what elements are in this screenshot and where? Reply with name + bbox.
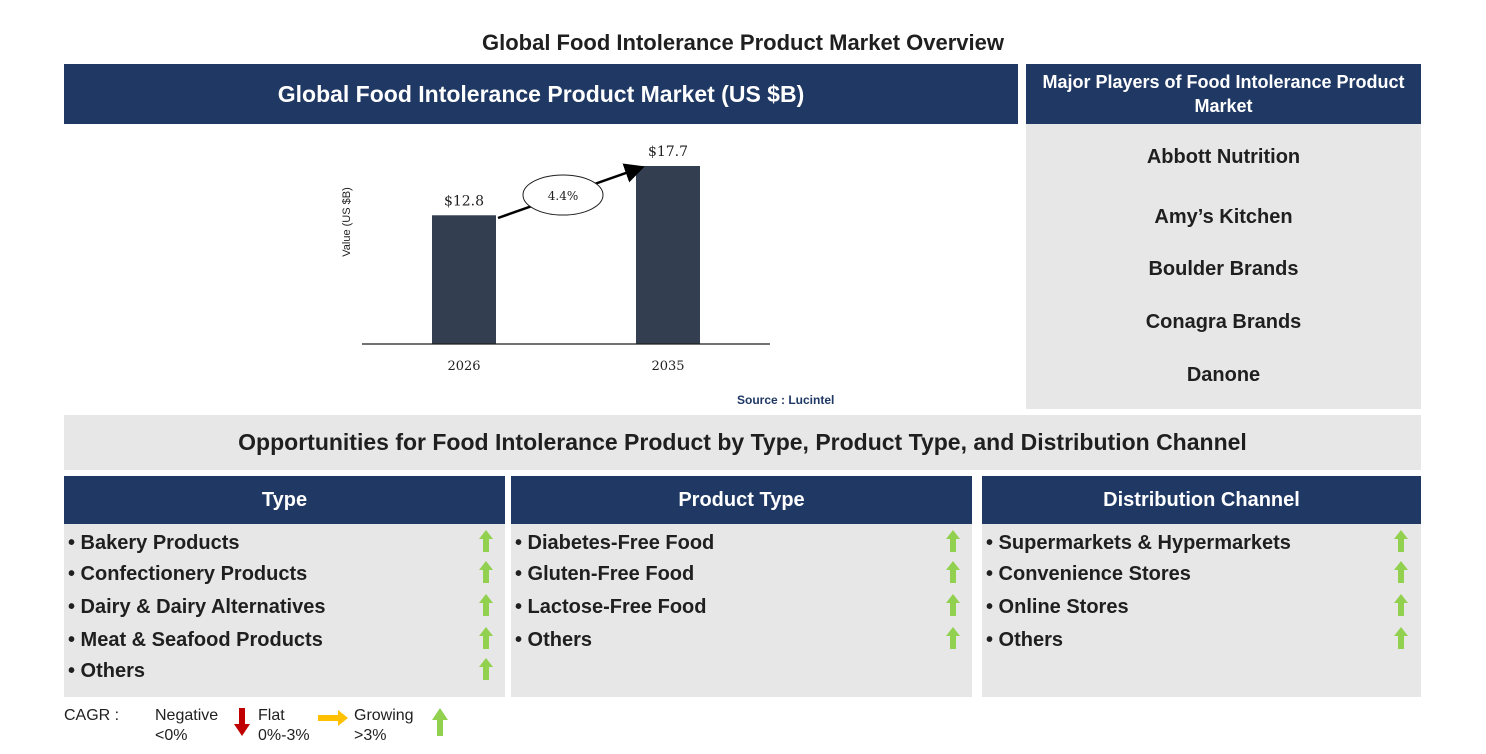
player-item: Danone bbox=[1186, 364, 1261, 386]
segment-item: • Others bbox=[515, 629, 593, 651]
segment-item: • Others bbox=[68, 660, 146, 682]
growing-arrow-icon bbox=[1394, 594, 1408, 616]
bar-chart: Value (US $B) $12.8 $17.7 2026 2035 4.4% bbox=[341, 144, 770, 374]
y-axis-label: Value (US $B) bbox=[341, 187, 353, 257]
player-item: Conagra Brands bbox=[1145, 311, 1302, 333]
segment-item: • Gluten-Free Food bbox=[515, 563, 695, 585]
segment-item: • Online Stores bbox=[986, 596, 1129, 618]
segment-item: • Confectionery Products bbox=[68, 563, 308, 585]
page-title: Global Food Intolerance Product Market O… bbox=[481, 30, 1004, 55]
x-tick-2026: 2026 bbox=[447, 359, 480, 374]
segment-body-product-type: • Diabetes-Free Food • Gluten-Free Food … bbox=[511, 524, 972, 697]
segment-body-type: • Bakery Products • Confectionery Produc… bbox=[64, 524, 505, 697]
segment-item: • Dairy & Dairy Alternatives bbox=[68, 596, 326, 618]
segment-header-distribution-channel: Distribution Channel bbox=[982, 476, 1421, 524]
legend-flat-range: 0%-3% bbox=[258, 727, 310, 744]
growing-arrow-icon bbox=[432, 708, 448, 736]
growing-arrow-icon bbox=[479, 530, 493, 552]
segment-item: • Others bbox=[986, 629, 1064, 651]
value-label-2035: $17.7 bbox=[648, 144, 688, 160]
x-tick-2035: 2035 bbox=[651, 359, 684, 374]
source-note: Source : Lucintel bbox=[737, 393, 835, 407]
player-item: Amy’s Kitchen bbox=[1154, 206, 1293, 228]
player-item: Boulder Brands bbox=[1148, 258, 1299, 280]
legend-flat-label: Flat bbox=[258, 707, 285, 724]
legend-growing-range: >3% bbox=[354, 727, 387, 744]
growing-arrow-icon bbox=[1394, 561, 1408, 583]
bar-2035 bbox=[636, 166, 700, 344]
value-label-2026: $12.8 bbox=[444, 193, 484, 209]
growing-arrow-icon bbox=[946, 561, 960, 583]
segment-item: • Lactose-Free Food bbox=[515, 596, 707, 618]
segment-item: • Diabetes-Free Food bbox=[515, 532, 715, 554]
legend-cagr-label: CAGR : bbox=[64, 707, 120, 724]
legend-growing-label: Growing bbox=[354, 707, 414, 724]
segment-item: • Convenience Stores bbox=[986, 563, 1191, 585]
growing-arrow-icon bbox=[479, 658, 493, 680]
segment-item: • Bakery Products bbox=[68, 532, 240, 554]
growing-arrow-icon bbox=[946, 594, 960, 616]
bar-2026 bbox=[432, 215, 496, 344]
segment-header-product-type: Product Type bbox=[511, 476, 972, 524]
growing-arrow-icon bbox=[1394, 530, 1408, 552]
legend-flat: Flat 0%-3% bbox=[258, 706, 310, 746]
cagr-bubble bbox=[522, 174, 604, 216]
flat-arrow-icon bbox=[318, 710, 348, 726]
legend-negative-label: Negative bbox=[155, 707, 219, 724]
players-header: Major Players of Food Intolerance Produc… bbox=[1026, 64, 1421, 124]
growing-arrow-icon bbox=[946, 627, 960, 649]
cagr-label: 4.4% bbox=[548, 189, 579, 203]
segment-item: • Meat & Seafood Products bbox=[68, 629, 323, 651]
growing-arrow-icon bbox=[479, 561, 493, 583]
segment-header-type: Type bbox=[64, 476, 505, 524]
players-list: Abbott Nutrition Amy’s Kitchen Boulder B… bbox=[1026, 124, 1421, 409]
growing-arrow-icon bbox=[479, 627, 493, 649]
opportunities-title: Opportunities for Food Intolerance Produ… bbox=[64, 415, 1421, 470]
growing-arrow-icon bbox=[1394, 627, 1408, 649]
legend-negative-range: <0% bbox=[155, 727, 188, 744]
segment-body-distribution-channel: • Supermarkets & Hypermarkets • Convenie… bbox=[982, 524, 1421, 697]
growing-arrow-icon bbox=[479, 594, 493, 616]
negative-arrow-icon bbox=[234, 708, 250, 736]
segment-item: • Supermarkets & Hypermarkets bbox=[986, 532, 1291, 554]
player-item: Abbott Nutrition bbox=[1146, 146, 1301, 168]
legend-negative: Negative <0% bbox=[155, 706, 218, 746]
chart-header: Global Food Intolerance Product Market (… bbox=[64, 64, 1018, 124]
growing-arrow-icon bbox=[946, 530, 960, 552]
legend-growing: Growing >3% bbox=[354, 706, 414, 746]
